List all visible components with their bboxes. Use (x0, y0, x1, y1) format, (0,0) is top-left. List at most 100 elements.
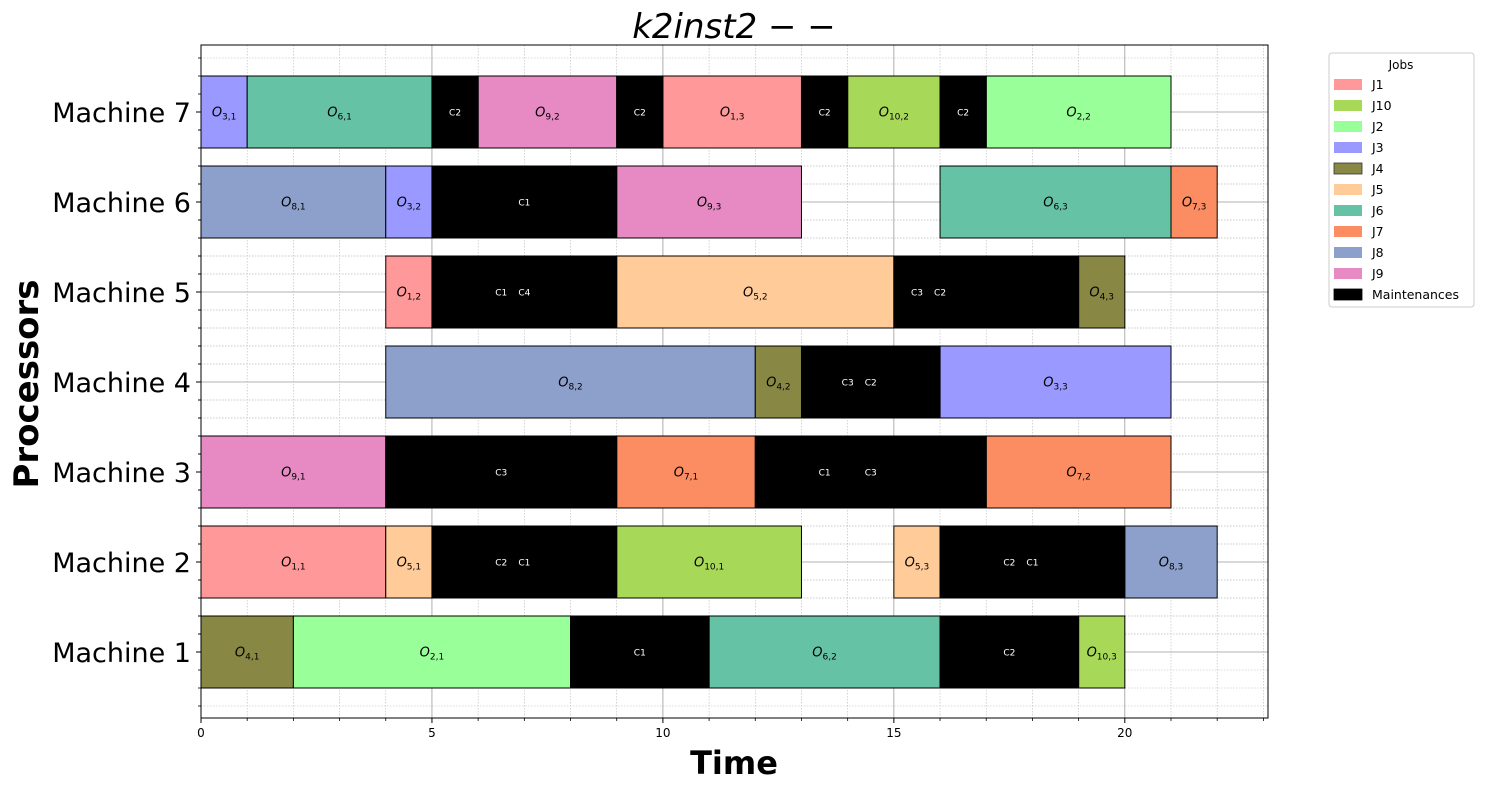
chart-title: k2inst2 − − (632, 7, 836, 47)
operation-bar (616, 435, 756, 509)
operation-bar (1078, 615, 1126, 689)
maintenance-bar (939, 75, 987, 149)
maintenance-label: C2 (957, 109, 969, 119)
legend-swatch (1334, 226, 1362, 237)
maintenance-label: C2 (634, 109, 646, 119)
maintenance-bar (431, 525, 618, 599)
maintenance-label: C2 (449, 109, 461, 119)
operation-bar (939, 345, 1172, 419)
operation-bar (385, 345, 756, 419)
y-tick-label: Machine 5 (52, 278, 191, 309)
maintenance-bar (431, 255, 618, 329)
operation-label: O6,1 (327, 106, 352, 123)
y-tick-label: Machine 4 (52, 368, 191, 399)
operation-label: O1,2 (397, 286, 422, 303)
maintenance-bar (800, 345, 941, 419)
operation-bar (985, 435, 1172, 509)
legend-swatch (1333, 162, 1363, 175)
legend-swatch (1334, 205, 1362, 216)
legend-entry-label: J4 (1371, 161, 1384, 176)
maintenance-label: C1 (819, 469, 831, 479)
operation-bar (292, 615, 572, 689)
legend-entry-label: J8 (1371, 245, 1384, 260)
operation-label: O5,2 (743, 286, 768, 303)
legend-entry-label: J5 (1371, 182, 1384, 197)
operation-bar (200, 165, 387, 239)
operation-bar (616, 165, 802, 239)
operation-bar (616, 255, 895, 329)
maintenance-label: C2 (1003, 649, 1015, 659)
operation-bar (847, 75, 941, 149)
operation-label: O4,2 (766, 376, 791, 393)
operation-label: O4,3 (1089, 286, 1114, 303)
legend-swatch (1334, 121, 1362, 132)
legend-swatch (1334, 142, 1362, 153)
legend-frame (1328, 52, 1475, 308)
operation-label: O3,1 (212, 106, 237, 123)
operation-bar (939, 165, 1172, 239)
operation-label: O8,3 (1159, 556, 1184, 573)
operation-label: O7,2 (1066, 466, 1091, 483)
operation-bar (200, 525, 387, 599)
maintenance-label: C1 (634, 649, 646, 659)
x-tick-label: 15 (886, 726, 901, 740)
maintenance-label: C2 (1003, 559, 1015, 569)
operation-bar (200, 435, 387, 509)
maintenance-label: C3 (842, 379, 854, 389)
operation-label: O6,2 (812, 646, 837, 663)
legend-entry-label: J9 (1371, 266, 1384, 281)
maintenance-label: C2 (495, 559, 507, 569)
operation-label: O3,3 (1043, 376, 1068, 393)
maintenance-bar (431, 75, 479, 149)
legend-swatch (1334, 268, 1362, 279)
x-tick-label: 5 (428, 726, 436, 740)
x-tick-label: 10 (655, 726, 670, 740)
legend-entry-label: J3 (1371, 140, 1384, 155)
maintenance-bar (754, 435, 987, 509)
legend-entry-label: J6 (1371, 203, 1384, 218)
maintenance-label: C3 (865, 469, 877, 479)
operation-bar (985, 75, 1172, 149)
operation-label: O1,3 (720, 106, 745, 123)
operation-label: O5,3 (905, 556, 930, 573)
operation-bar (1170, 165, 1218, 239)
operation-bar (1124, 525, 1218, 599)
operation-label: O6,3 (1043, 196, 1068, 213)
legend-swatch (1334, 79, 1362, 90)
maintenance-bar (939, 525, 1126, 599)
operation-label: O7,1 (674, 466, 699, 483)
operation-bar (708, 615, 941, 689)
maintenance-label: C2 (934, 289, 946, 299)
operation-label: O5,1 (397, 556, 422, 573)
legend-title: Jobs (1388, 58, 1414, 72)
maintenance-label: C3 (495, 469, 507, 479)
operation-label: O7,3 (1182, 196, 1207, 213)
y-tick-label: Machine 1 (52, 638, 191, 669)
operation-label: O8,1 (281, 196, 306, 213)
operation-label: O9,2 (535, 106, 560, 123)
legend-entry-label: J7 (1371, 224, 1384, 239)
maintenance-bar (800, 75, 849, 149)
maintenance-label: C1 (518, 559, 530, 569)
operation-bar (662, 75, 802, 149)
operation-label: O4,1 (235, 646, 260, 663)
operation-label: O10,1 (694, 556, 724, 573)
maintenance-bar (385, 435, 618, 509)
ticks-layer: 0 5 10 15 20 Machine 1 Machine 2 Machine 3 Machi… (52, 57, 1264, 740)
maintenance-label: C4 (518, 289, 530, 299)
maintenance-label: C2 (819, 109, 831, 119)
operation-bar (616, 525, 802, 599)
operation-label: O2,2 (1066, 106, 1091, 123)
legend-swatch (1334, 247, 1362, 258)
operation-bar (893, 525, 941, 599)
x-tick-label: 0 (197, 726, 205, 740)
operation-label: O9,3 (697, 196, 722, 213)
y-tick-label: Machine 6 (52, 188, 191, 219)
maintenance-label: C1 (1026, 559, 1038, 569)
legend-swatch (1334, 184, 1362, 195)
maintenance-label: C1 (495, 289, 507, 299)
maintenance-label: C2 (865, 379, 877, 389)
maintenance-bar (570, 615, 710, 689)
